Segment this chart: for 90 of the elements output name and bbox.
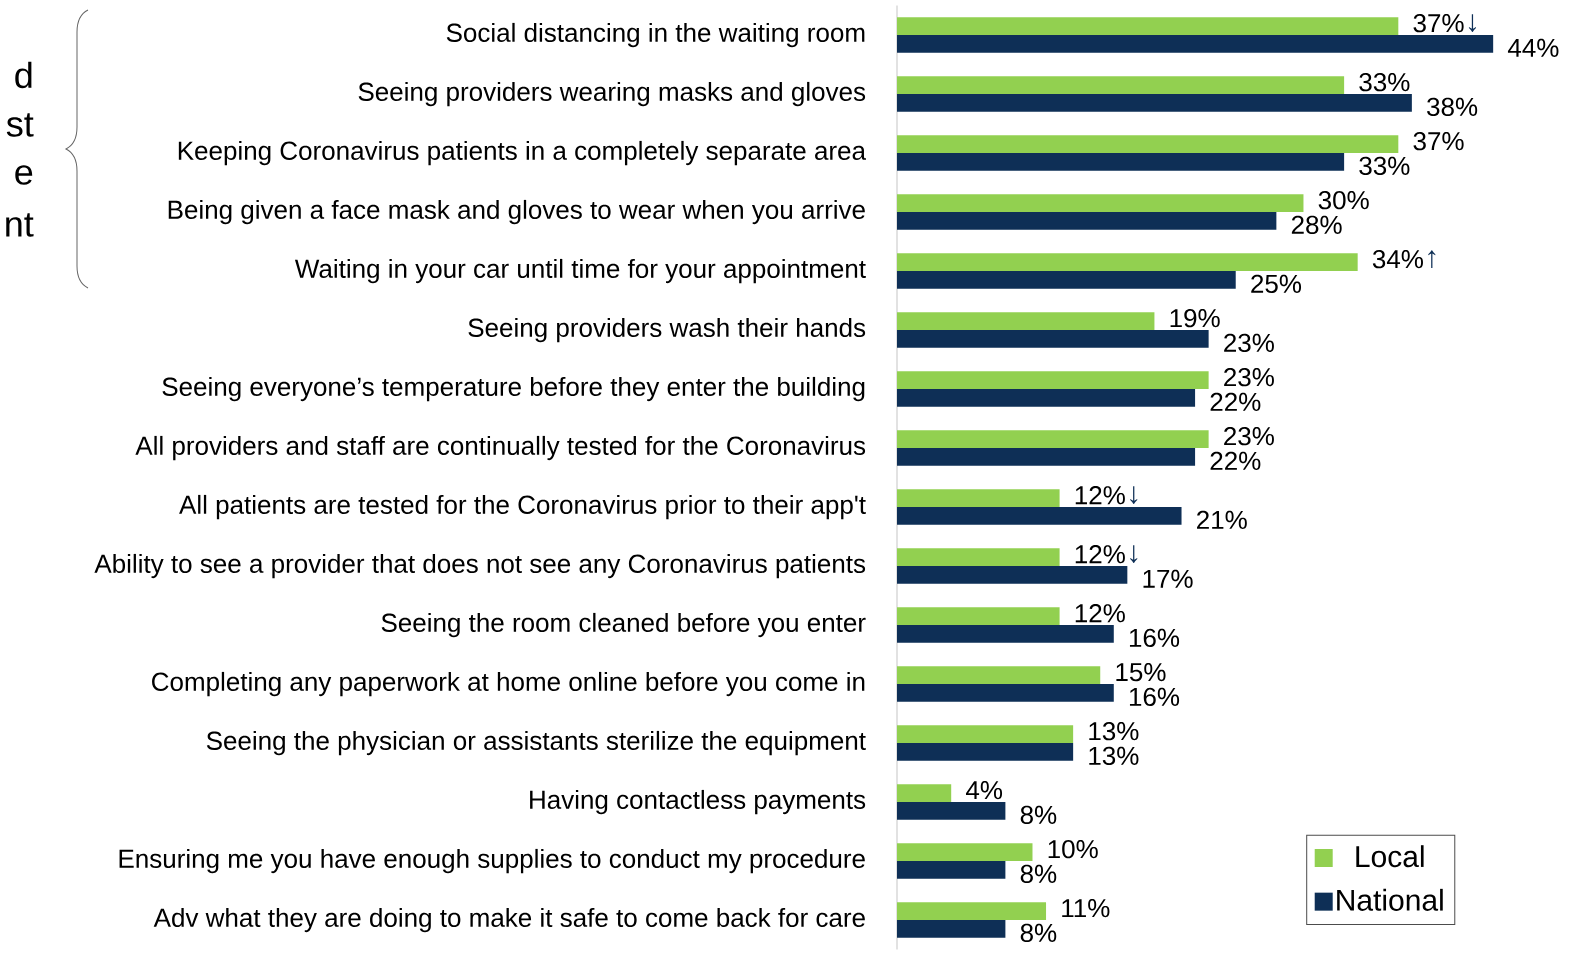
annotation: ↓ bbox=[1130, 486, 1138, 505]
y-tick-label: All providers and staff are continually tested for the Coronavirus bbox=[135, 435, 866, 461]
y-tick-label: Adv what they are doing to make it safe to come back for care bbox=[153, 907, 865, 933]
y-tick-label: Ensuring me you have enough supplies to conduct my procedure bbox=[119, 848, 865, 874]
bar bbox=[897, 802, 1006, 820]
y-tick-label: Seeing everyone’s temperature before they enter the building bbox=[162, 376, 865, 402]
y-tick-label: Social distancing in the waiting room bbox=[446, 22, 865, 48]
bar bbox=[897, 94, 1412, 112]
legend-label: Local bbox=[1356, 845, 1424, 868]
data-label: 21% bbox=[1197, 510, 1247, 530]
y-tick-label: Seeing providers wash their hands bbox=[468, 317, 866, 343]
bar bbox=[897, 153, 1345, 171]
bar bbox=[897, 902, 1047, 921]
legend-label: National bbox=[1337, 888, 1443, 911]
bar bbox=[897, 920, 1006, 938]
y-tick-label: All patients are tested for the Coronavirus prior to their app't bbox=[179, 494, 866, 520]
y-tick-label: Seeing the room cleaned before you enter bbox=[381, 612, 866, 638]
bar bbox=[897, 607, 1060, 626]
text: nt bbox=[6, 213, 34, 237]
text: e bbox=[15, 165, 33, 185]
data-label: 8% bbox=[1020, 805, 1057, 825]
bar bbox=[897, 448, 1196, 466]
data-label: 37% bbox=[1413, 13, 1464, 33]
annotation: ↓ bbox=[1130, 545, 1138, 564]
data-label: 10% bbox=[1048, 839, 1098, 859]
bar bbox=[897, 784, 952, 803]
bar bbox=[897, 17, 1399, 36]
data-label: 17% bbox=[1143, 569, 1193, 588]
annotation: ↓ bbox=[1468, 14, 1476, 33]
bar bbox=[897, 212, 1277, 230]
data-label: 28% bbox=[1291, 215, 1342, 235]
data-label: 30% bbox=[1318, 190, 1369, 210]
bar bbox=[897, 253, 1358, 272]
bar bbox=[897, 35, 1494, 53]
data-label: 22% bbox=[1210, 451, 1261, 471]
data-label: 8% bbox=[1020, 923, 1057, 943]
bar bbox=[897, 507, 1182, 525]
bar bbox=[897, 843, 1033, 862]
data-label: 23% bbox=[1224, 333, 1274, 353]
data-label: 33% bbox=[1359, 156, 1410, 176]
bar bbox=[897, 135, 1399, 154]
bar bbox=[897, 194, 1304, 213]
annotation: ↑ bbox=[1428, 250, 1436, 269]
data-label: 8% bbox=[1020, 864, 1057, 884]
data-label: 12% bbox=[1075, 604, 1125, 623]
data-label: 4% bbox=[965, 781, 1003, 800]
text: st bbox=[6, 113, 34, 137]
bar bbox=[897, 76, 1345, 95]
bar bbox=[897, 389, 1196, 407]
bar bbox=[897, 861, 1006, 879]
data-label: 13% bbox=[1089, 746, 1139, 766]
y-tick-label: Having contactless payments bbox=[530, 789, 866, 815]
text: d bbox=[15, 61, 32, 89]
bar bbox=[897, 566, 1128, 584]
bar bbox=[897, 430, 1209, 449]
data-label: 15% bbox=[1116, 663, 1166, 682]
bar bbox=[897, 743, 1074, 761]
bar bbox=[897, 312, 1155, 331]
data-label: 16% bbox=[1129, 628, 1180, 648]
y-tick-label: Waiting in your car until time for your appointment bbox=[294, 258, 866, 284]
bar bbox=[897, 271, 1236, 289]
bar bbox=[897, 371, 1209, 390]
data-label: 37% bbox=[1413, 131, 1464, 151]
data-label: 33% bbox=[1359, 72, 1410, 92]
bar bbox=[897, 684, 1114, 702]
data-label: 23% bbox=[1224, 367, 1274, 387]
y-tick-label: Seeing the physician or assistants sterilize the equipment bbox=[206, 730, 866, 756]
data-label: 34% bbox=[1372, 249, 1423, 269]
bar bbox=[897, 548, 1060, 567]
y-tick-label: Being given a face mask and gloves to wear when you arrive bbox=[168, 199, 865, 225]
data-label: 25% bbox=[1251, 274, 1302, 294]
data-label: 13% bbox=[1089, 721, 1139, 741]
data-label: 22% bbox=[1210, 392, 1261, 412]
y-tick-label: Completing any paperwork at home online before you come in bbox=[152, 671, 865, 697]
y-tick-label: Ability to see a provider that does not see any Coronavirus patients bbox=[94, 553, 866, 579]
data-label: 12% bbox=[1075, 545, 1125, 564]
bar bbox=[897, 330, 1209, 348]
y-tick-label: Keeping Coronavirus patients in a completely separate area bbox=[178, 140, 866, 166]
bar bbox=[897, 666, 1101, 685]
bar bbox=[897, 625, 1114, 643]
bar bbox=[897, 725, 1074, 744]
data-label: 23% bbox=[1224, 426, 1274, 446]
data-label: 12% bbox=[1075, 486, 1125, 505]
data-label: 11% bbox=[1062, 899, 1110, 918]
y-tick-label: Seeing providers wearing masks and gloves bbox=[358, 81, 866, 107]
data-label: 16% bbox=[1129, 687, 1180, 707]
data-label: 19% bbox=[1170, 308, 1220, 328]
data-label: 44% bbox=[1507, 38, 1559, 57]
data-label: 38% bbox=[1427, 97, 1478, 117]
bar bbox=[897, 489, 1060, 508]
